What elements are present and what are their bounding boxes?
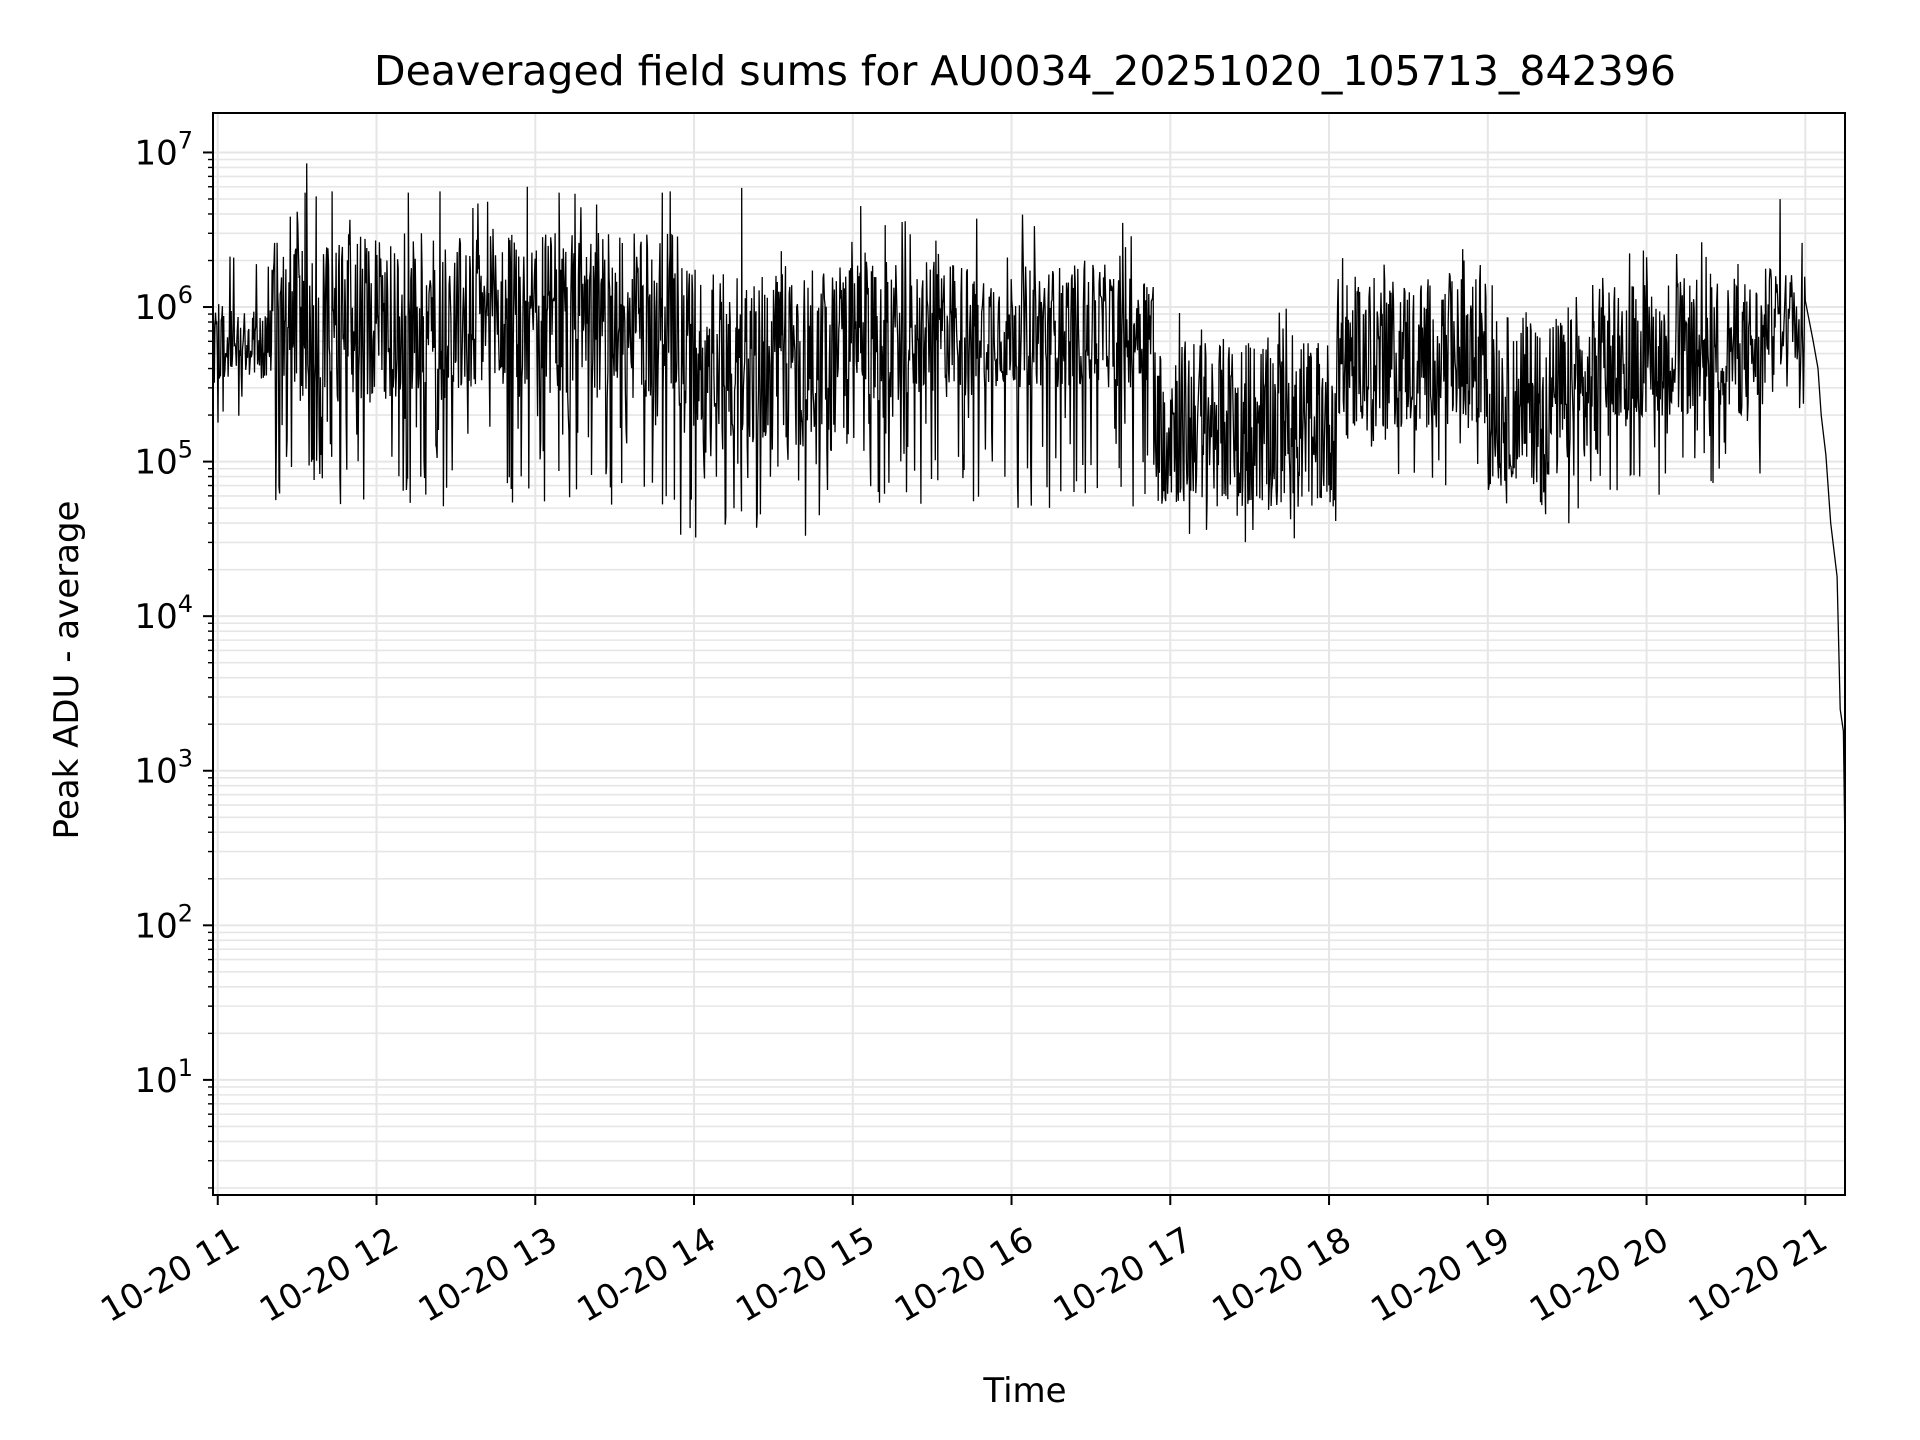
y-tick-label: 101 [134,1054,193,1101]
y-tick-label: 102 [134,899,193,946]
series-line [212,163,1846,1195]
chart-title: Deaveraged field sums for AU0034_2025102… [374,47,1676,95]
y-tick-label: 106 [134,281,193,328]
y-tick-label: 105 [134,436,193,483]
y-tick-label: 104 [134,590,193,637]
y-axis-ticks: 101 102 103 104 105 106 107 [134,126,213,1189]
y-tick-label: 107 [134,126,193,173]
series-layer [212,163,1846,1195]
minor-gridlines [213,158,1845,1189]
plot-frame [212,112,1846,1196]
y-axis-label: Peak ADU - average [47,501,87,840]
x-axis-label: Time [982,1371,1066,1411]
y-tick-label: 103 [134,745,193,792]
